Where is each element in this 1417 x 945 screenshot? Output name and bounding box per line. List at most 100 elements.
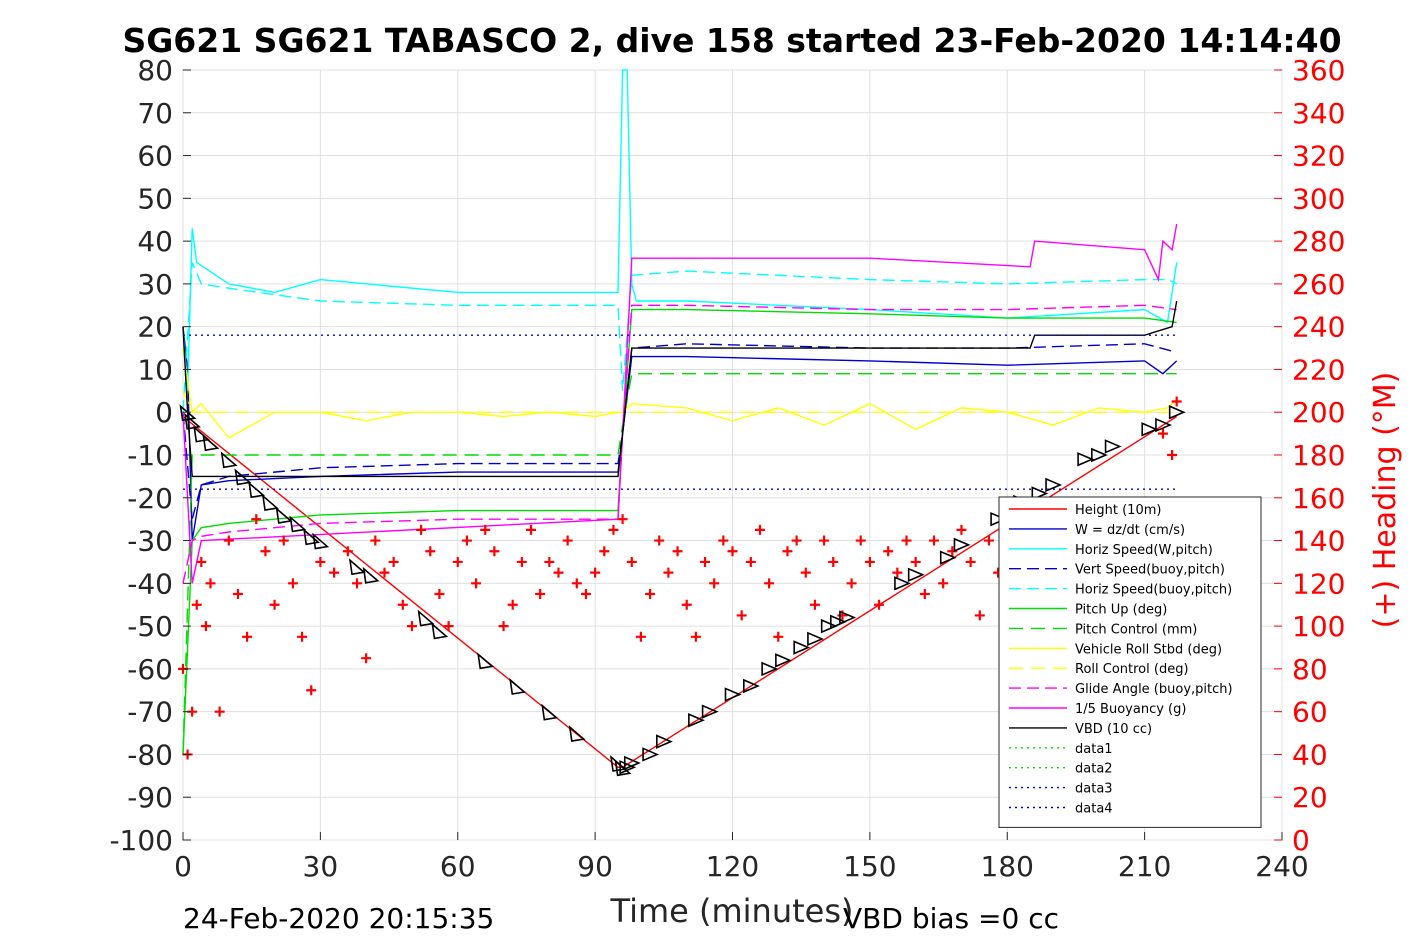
depth-marker	[184, 412, 201, 430]
series-line-4	[182, 262, 1177, 413]
heading-point	[599, 546, 610, 557]
y2-tick-label: 0	[1292, 824, 1310, 857]
y-tick-label: -80	[127, 738, 173, 771]
depth-marker	[939, 550, 957, 565]
heading-point	[196, 556, 207, 567]
depth-marker	[1155, 417, 1172, 433]
depth-marker	[839, 610, 857, 625]
y2-tick-label: 200	[1292, 396, 1345, 429]
y-tick-label: -50	[127, 610, 173, 643]
heading-point	[223, 535, 234, 546]
series-line-10	[182, 223, 1178, 584]
heading-point	[535, 589, 546, 600]
heading-point	[709, 578, 720, 589]
y2-tick-label: 80	[1292, 653, 1328, 686]
heading-point	[443, 621, 454, 632]
legend-label: Pitch Control (mm)	[1075, 622, 1197, 637]
depth-marker	[642, 747, 660, 762]
heading-point	[727, 546, 738, 557]
y-axis-ticks: -100-90-80-70-60-50-40-30-20-10010203040…	[109, 54, 191, 857]
depth-marker	[1031, 486, 1049, 501]
heading-point	[938, 578, 949, 589]
heading-point	[507, 599, 518, 610]
y-tick-label: -30	[127, 525, 173, 558]
depth-marker	[894, 576, 911, 591]
y2-tick-label: 120	[1292, 567, 1345, 600]
legend-label: W = dz/dt (cm/s)	[1075, 523, 1185, 538]
y-tick-label: 0	[155, 396, 173, 429]
y-tick-label: -70	[127, 696, 173, 729]
legend-label: Roll Control (deg)	[1075, 662, 1189, 677]
y2-tick-label: 180	[1292, 439, 1345, 472]
heading-point	[1171, 396, 1182, 407]
heading-point	[214, 706, 225, 717]
y-tick-label: 50	[137, 182, 173, 215]
heading-point	[947, 546, 958, 557]
heading-point	[883, 546, 894, 557]
y2-tick-label: 240	[1292, 311, 1345, 344]
heading-point	[654, 535, 665, 546]
depth-marker	[775, 653, 792, 668]
heading-point	[974, 610, 985, 621]
y2-tick-label: 300	[1292, 182, 1345, 215]
heading-point	[828, 556, 839, 567]
heading-point	[919, 589, 930, 600]
heading-point	[855, 535, 866, 546]
heading-point	[200, 621, 211, 632]
depth-marker	[1168, 405, 1186, 420]
y2-tick-label: 280	[1292, 225, 1345, 258]
heading-point	[864, 556, 875, 567]
heading-point	[526, 524, 537, 535]
y-tick-label: -40	[127, 567, 173, 600]
legend: Height (10m) W = dz/dt (cm/s) Horiz Speed(…	[998, 496, 1262, 828]
depth-marker	[1077, 452, 1095, 467]
heading-point	[297, 631, 308, 642]
heading-point	[1157, 428, 1168, 439]
heading-point	[635, 631, 646, 642]
heading-point	[205, 578, 216, 589]
depth-marker	[289, 515, 307, 533]
footer-timestamp: 24-Feb-2020 20:15:35	[183, 902, 494, 935]
heading-point	[352, 578, 363, 589]
depth-marker	[1141, 422, 1159, 437]
heading-point	[544, 556, 555, 567]
heading-point	[736, 610, 747, 621]
heading-point	[269, 599, 280, 610]
legend-label: Horiz Speed(buoy,pitch)	[1075, 583, 1232, 598]
heading-point	[562, 535, 573, 546]
series-line-7	[182, 348, 1178, 439]
depth-marker	[193, 425, 211, 443]
depth-marker	[820, 618, 838, 634]
heading-point	[791, 535, 802, 546]
heading-point	[278, 535, 289, 546]
heading-point	[342, 546, 353, 557]
series-line-6	[182, 373, 1177, 755]
y-tick-label: 40	[137, 225, 173, 258]
legend-label: VBD (10 cc)	[1075, 722, 1152, 737]
heading-point	[361, 653, 372, 664]
heading-point	[287, 578, 298, 589]
legend-label: Height (10m)	[1075, 503, 1161, 518]
heading-point	[425, 546, 436, 557]
depth-marker	[761, 661, 779, 677]
x-tick-label: 240	[1255, 850, 1308, 883]
heading-point	[370, 535, 381, 546]
heading-point	[191, 599, 202, 610]
y-tick-label: -90	[127, 781, 173, 814]
depth-marker	[248, 481, 266, 499]
heading-point	[260, 546, 271, 557]
x-tick-label: 60	[440, 850, 476, 883]
y-tick-label: 10	[137, 353, 173, 386]
series-line-8	[182, 390, 1177, 413]
heading-point	[416, 524, 427, 535]
depth-marker	[275, 506, 293, 524]
depth-marker	[807, 631, 824, 647]
y2-tick-label: 320	[1292, 140, 1345, 173]
depth-marker	[477, 652, 495, 670]
heading-point	[901, 535, 912, 546]
y-tick-label: -60	[127, 653, 173, 686]
depth-marker	[743, 678, 760, 694]
depth-marker	[312, 532, 330, 550]
y2-axis-ticks: 0 20 40 60 80 100 120 140 160 180 200 220 240 260 280 3…	[1274, 54, 1345, 857]
